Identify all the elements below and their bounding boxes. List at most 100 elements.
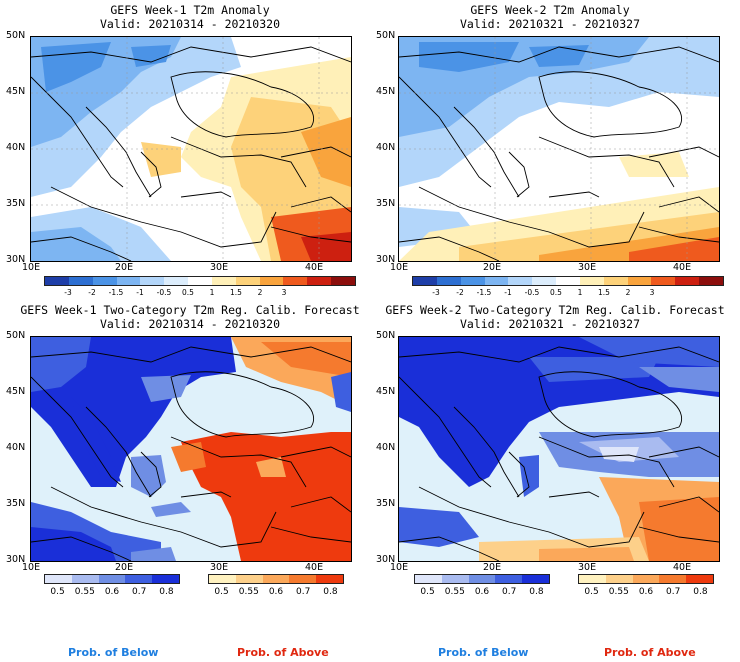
lat-label: 30N	[376, 254, 396, 265]
colorbar-label: -2	[88, 288, 96, 297]
colorbar-label: -3	[64, 288, 72, 297]
colorbar-label: 0.5	[584, 587, 599, 597]
lat-label: 30N	[6, 254, 26, 265]
prob-above-legend: Prob. of Above	[237, 646, 329, 659]
lon-label: 10E	[22, 562, 41, 573]
colorbar-label: -3	[432, 288, 440, 297]
panel-subtitle: Valid: 20210321 - 20210327	[459, 317, 640, 331]
colorbar-swatch	[45, 575, 72, 583]
colorbar-label: -0.5	[524, 288, 540, 297]
colorbar-swatch	[283, 277, 308, 285]
colorbar-label: -0.5	[156, 288, 172, 297]
colorbar-label: 0.7	[666, 587, 681, 597]
colorbar-swatch	[508, 277, 533, 285]
colorbar-label: 0.7	[502, 587, 517, 597]
colorbar-swatch	[259, 277, 284, 285]
lat-label: 40N	[376, 442, 396, 453]
lon-label: 40E	[305, 562, 324, 573]
colorbar-swatch	[659, 575, 687, 583]
lon-label: 40E	[305, 262, 324, 273]
colorbar-label: 0.8	[693, 587, 708, 597]
lat-label: 35N	[376, 498, 396, 509]
colorbar-swatch	[686, 575, 713, 583]
colorbar-label: 0.7	[132, 587, 147, 597]
above-colorbar	[578, 574, 714, 584]
colorbar-swatch	[316, 575, 343, 583]
panel-subtitle: Valid: 20210314 - 20210320	[99, 317, 280, 331]
colorbar-swatch	[484, 277, 509, 285]
colorbar-label: 0.6	[104, 587, 120, 597]
colorbar-swatch	[495, 575, 523, 583]
colorbar-label: 0.5	[550, 288, 562, 297]
lat-label: 50N	[376, 330, 396, 341]
colorbar-swatch	[603, 277, 628, 285]
colorbar-swatch	[262, 575, 290, 583]
colorbar-label: 2	[257, 288, 263, 297]
colorbar-swatch	[632, 575, 660, 583]
colorbar-label: 0.6	[474, 587, 490, 597]
lat-label: 30N	[6, 554, 26, 565]
lat-label: 45N	[6, 386, 26, 397]
colorbar-swatch	[605, 575, 633, 583]
colorbar-label: 1.5	[230, 288, 242, 297]
panel-subtitle: Valid: 20210321 - 20210327	[459, 17, 640, 31]
anomaly-map	[30, 36, 352, 262]
colorbar-label: 0.8	[159, 587, 174, 597]
colorbar-swatch	[675, 277, 700, 285]
colorbar-label: 2	[625, 288, 631, 297]
lon-label: 10E	[22, 262, 41, 273]
colorbar-swatch	[235, 277, 260, 285]
colorbar-label: 0.6	[268, 587, 284, 597]
anomaly-map	[398, 36, 720, 262]
lon-label: 20E	[483, 562, 502, 573]
prob-below-legend: Prob. of Below	[68, 646, 159, 659]
colorbar-swatch	[211, 277, 236, 285]
lon-label: 10E	[390, 562, 409, 573]
panel-title: GEFS Week-1 Two-Category T2m Reg. Calib.…	[20, 303, 360, 317]
colorbar-swatch	[140, 277, 165, 285]
colorbar-swatch	[209, 575, 236, 583]
colorbar-label: 1.5	[598, 288, 610, 297]
colorbar-label: 0.7	[296, 587, 311, 597]
colorbar-swatch	[188, 277, 212, 285]
colorbar-label: 0.8	[529, 587, 544, 597]
lat-label: 45N	[376, 86, 396, 97]
lat-label: 35N	[6, 198, 26, 209]
colorbar-swatch	[441, 575, 469, 583]
colorbar-swatch	[98, 575, 126, 583]
colorbar-swatch	[468, 575, 496, 583]
anomaly-colorbar	[412, 276, 724, 286]
lat-label: 45N	[6, 86, 26, 97]
panel-title: GEFS Week-2 Two-Category T2m Reg. Calib.…	[385, 303, 725, 317]
below-colorbar	[44, 574, 180, 584]
colorbar-swatch	[152, 575, 179, 583]
lat-label: 50N	[6, 30, 26, 41]
anomaly-colorbar	[44, 276, 356, 286]
colorbar-label: 3	[649, 288, 655, 297]
below-colorbar	[414, 574, 550, 584]
prob-above-legend: Prob. of Above	[604, 646, 696, 659]
colorbar-label: 0.55	[608, 587, 629, 597]
colorbar-label: -1.5	[108, 288, 124, 297]
lon-label: 20E	[115, 562, 134, 573]
colorbar-swatch	[68, 277, 93, 285]
colorbar-swatch	[71, 575, 99, 583]
colorbar-label: -1	[504, 288, 512, 297]
colorbar-swatch	[235, 575, 263, 583]
above-colorbar	[208, 574, 344, 584]
colorbar-swatch	[579, 575, 606, 583]
colorbar-swatch	[460, 277, 485, 285]
colorbar-label: 1	[577, 288, 583, 297]
lon-label: 30E	[210, 562, 229, 573]
lat-label: 45N	[376, 386, 396, 397]
colorbar-swatch	[116, 277, 141, 285]
lon-label: 40E	[673, 562, 692, 573]
colorbar-swatch	[556, 277, 580, 285]
prob-below-legend: Prob. of Below	[438, 646, 529, 659]
panel-title: GEFS Week-2 T2m Anomaly	[470, 3, 630, 17]
colorbar-label: 0.55	[444, 587, 465, 597]
lon-label: 30E	[210, 262, 229, 273]
lon-label: 30E	[578, 562, 597, 573]
colorbar-label: 1	[209, 288, 215, 297]
colorbar-swatch	[651, 277, 676, 285]
